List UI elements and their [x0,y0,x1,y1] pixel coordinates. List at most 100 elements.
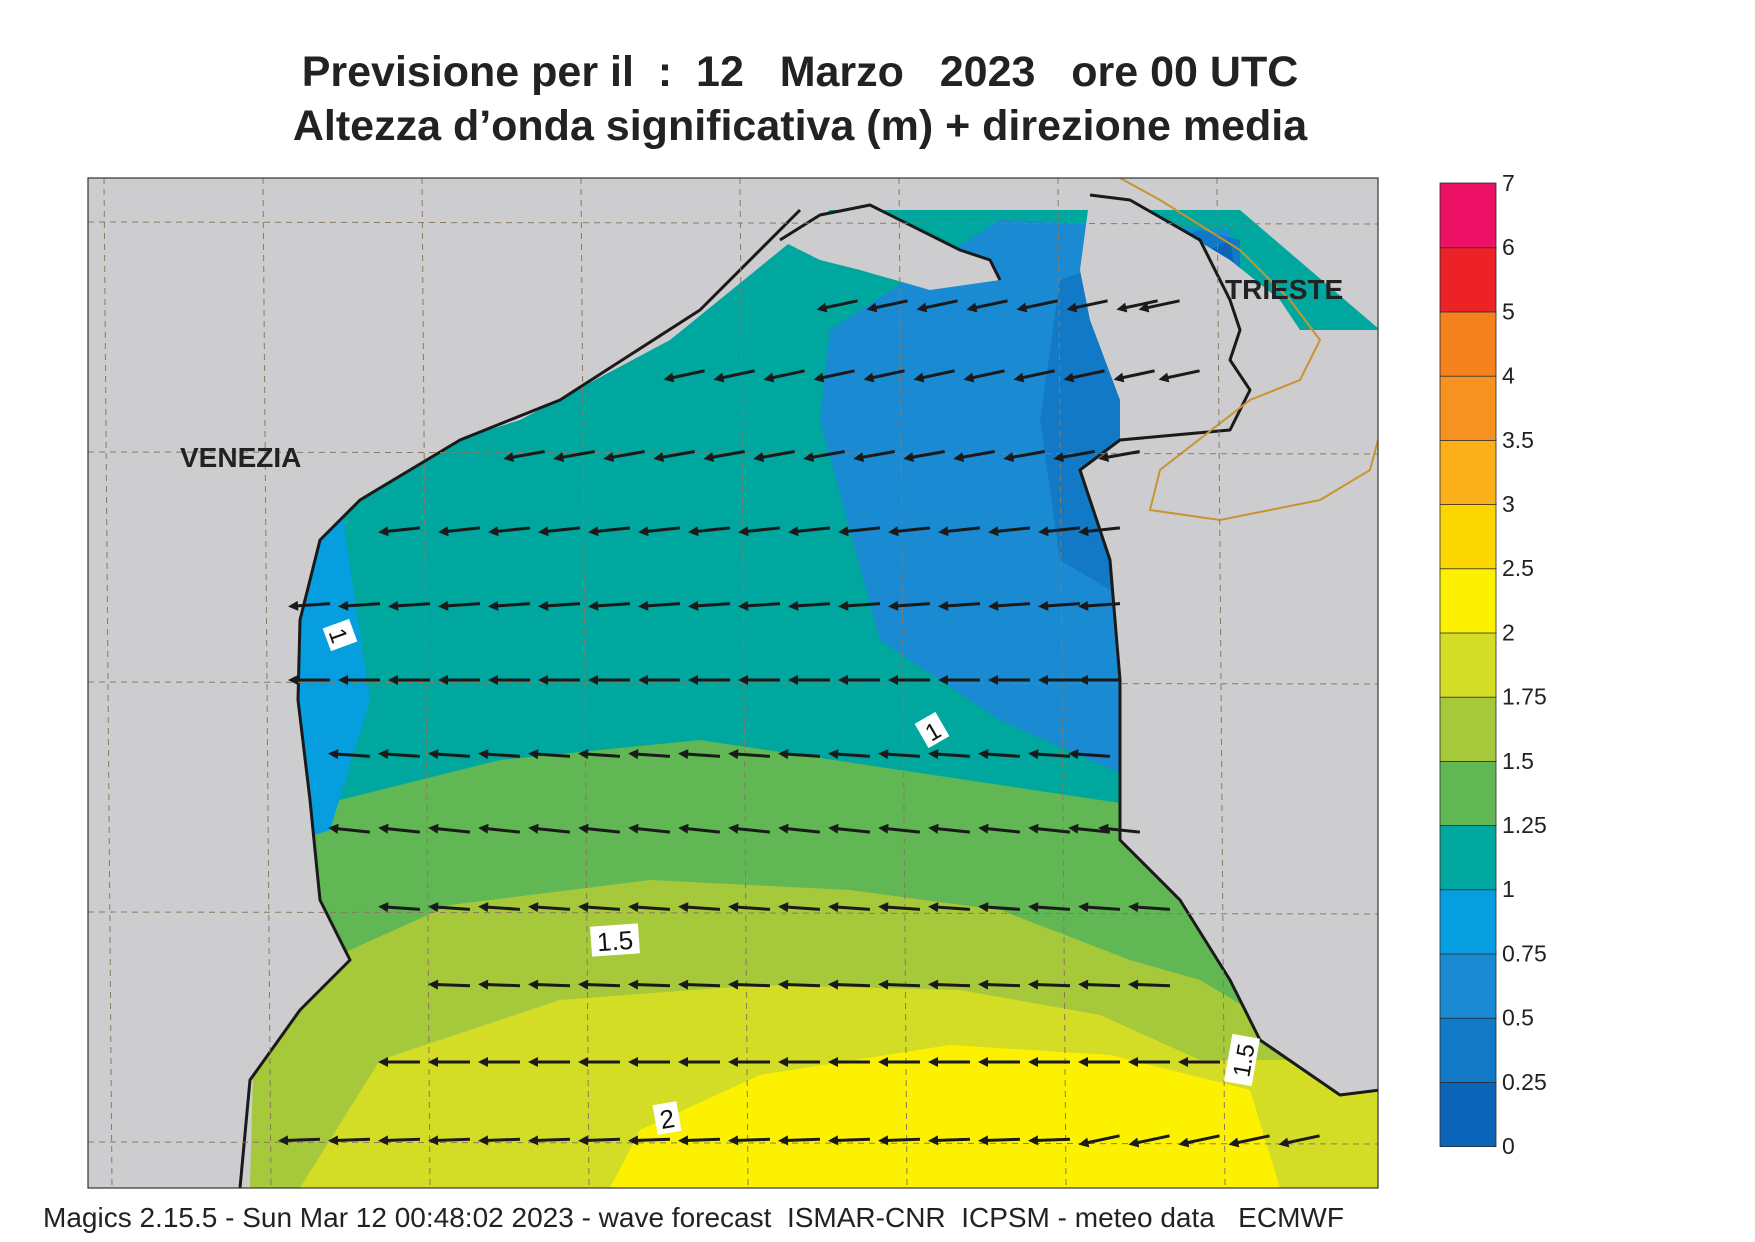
wave-direction-arrow [578,823,621,834]
wave-direction-arrow [478,1135,521,1146]
wave-direction-arrow [288,600,331,611]
wave-direction-arrow [388,675,430,685]
wave-direction-arrow [678,1057,720,1067]
wave-direction-arrow [878,749,921,760]
wave-direction-arrow [478,902,521,913]
wave-direction-arrow [428,1057,470,1067]
wave-direction-arrow [878,823,921,834]
wave-direction-arrow [728,979,771,990]
wave-direction-arrow [1038,526,1081,537]
wave-direction-arrow [728,1135,771,1146]
colorbar-swatch [1439,888,1497,955]
colorbar-swatch [1439,1081,1497,1148]
wave-direction-arrow [988,675,1030,685]
wave-direction-arrow [1078,600,1121,611]
wave-direction-arrow [1078,1134,1120,1148]
wave-direction-arrow [628,1135,671,1146]
colorbar-swatch [1439,1017,1497,1083]
colorbar-swatch [1439,246,1497,313]
country-border [1119,178,1378,522]
wave-direction-arrow [963,369,1005,383]
wave-direction-arrow [828,1057,870,1067]
wave-direction-arrow [978,823,1021,834]
wave-direction-arrow [1098,450,1140,463]
graticule-meridian [580,178,590,1188]
graticule-meridian [421,178,431,1188]
wave-direction-arrow [1158,369,1200,383]
wave-direction-arrow [788,600,831,611]
wave-direction-arrow [938,675,980,685]
wave-direction-arrow [778,823,821,834]
wave-direction-arrow [1078,979,1121,990]
graticule-meridian [1057,178,1067,1188]
wave-direction-arrow [738,675,780,685]
colorbar-tick-label: 1.5 [1502,748,1534,774]
wave-direction-arrow [753,450,795,463]
wave-direction-arrow [578,979,621,990]
colorbar-tick-label: 3.5 [1502,427,1534,453]
wave-direction-arrow [928,1057,970,1067]
colorbar-tick-label: 1 [1502,876,1515,902]
wave-direction-arrow [528,979,571,990]
wave-direction-arrow [888,526,931,537]
wave-direction-arrow [838,675,880,685]
wave-direction-arrow [638,526,681,537]
wave-direction-arrow [678,1135,721,1146]
wave-direction-arrow [928,902,971,913]
colorbar-swatch [1439,632,1497,698]
wave-direction-arrow [628,823,671,834]
wave-direction-arrow [528,749,571,760]
wave-direction-arrow [988,600,1031,611]
graticule-meridian [1216,178,1226,1188]
wave-direction-arrow [528,902,571,913]
city-label-venezia: VENEZIA [180,442,301,473]
graticule-meridian [739,178,749,1188]
wave-direction-arrow [653,450,695,463]
wave-direction-arrow [778,1135,821,1146]
wave-direction-arrow [1038,600,1081,611]
wave-direction-arrow [978,749,1021,760]
wave-direction-arrow [678,979,721,990]
wave-direction-arrow [838,526,881,537]
wave-direction-arrow [338,600,381,611]
wave-direction-arrow [1128,1057,1170,1067]
wave-direction-arrow [278,1135,321,1146]
wave-direction-arrow [663,369,705,383]
wave-direction-arrow [328,823,371,834]
wave-direction-arrow [928,1135,971,1146]
wave-direction-arrow [1028,1135,1071,1146]
colorbar-swatch [1439,567,1497,634]
wave-direction-arrow [828,979,871,990]
colorbar-tick-label: 1.25 [1502,812,1547,838]
wave-direction-arrow [928,749,971,760]
wave-direction-arrow [916,299,958,313]
wave-direction-arrow [338,675,380,685]
wave-direction-arrow [928,823,971,834]
wave-direction-arrow [488,526,531,537]
map-subtitle: Altezza d’onda significativa (m) + direz… [292,102,1308,150]
wave-direction-arrow [778,1057,820,1067]
wave-direction-arrow [1003,450,1045,463]
colorbar-swatch [1439,760,1497,826]
wave-direction-arrow [903,450,945,463]
wave-direction-arrow [438,526,481,537]
wave-direction-arrow [853,450,895,463]
wave-direction-arrow [938,600,981,611]
colorbar-tick-label: 4 [1502,363,1515,389]
wave-direction-arrow [878,1135,921,1146]
colorbar-legend: 0 0.25 0.5 0.75 1 1.25 1.5 1.75 2 2.5 3 3.5 4 5 6 7 [1439,170,1547,1159]
colorbar-swatch [1439,182,1497,249]
wave-direction-arrow [488,675,530,685]
wave-direction-arrow [878,902,921,913]
wave-direction-arrow [1098,823,1141,834]
colorbar-swatch [1439,310,1497,377]
wave-direction-arrow [428,749,471,760]
wave-direction-arrow [638,600,681,611]
wave-direction-arrow [488,600,531,611]
graticule [88,178,1378,1188]
wave-direction-arrow [978,979,1021,990]
wave-direction-arrow [703,450,745,463]
wave-direction-arrow [1078,526,1121,537]
wave-direction-arrow [866,299,908,313]
wave-direction-arrow [1013,369,1055,383]
